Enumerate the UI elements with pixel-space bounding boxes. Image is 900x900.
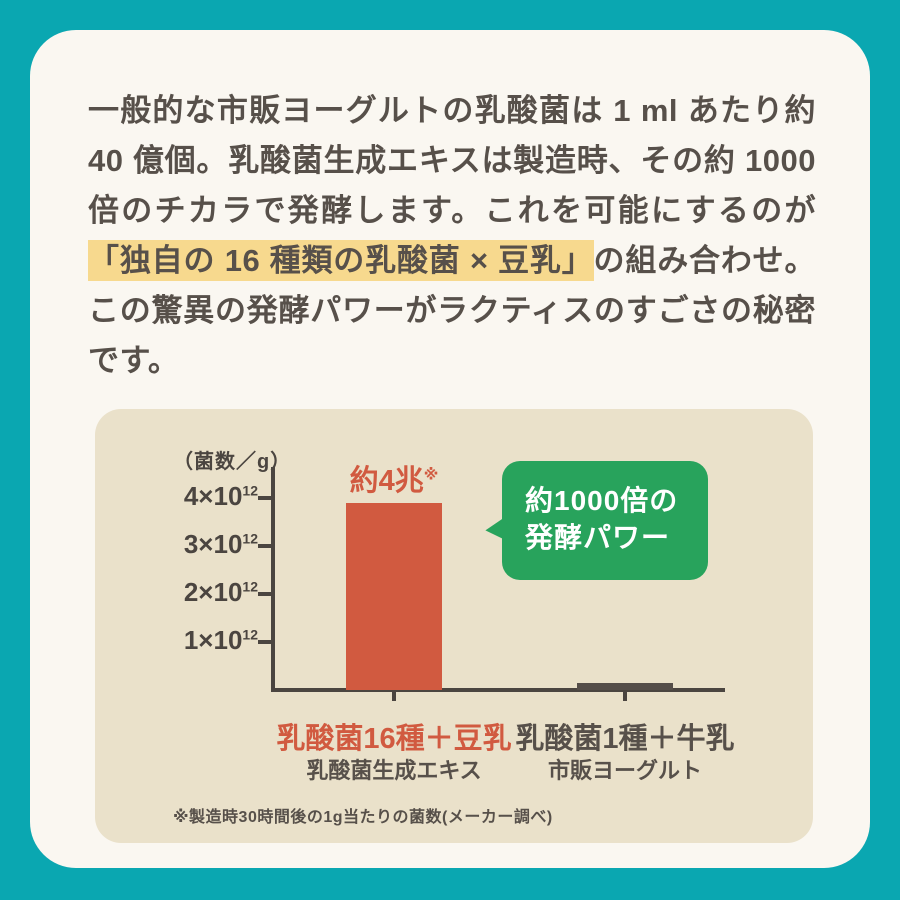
y-tick-label: 2×1012 — [128, 577, 258, 608]
intro-text-after: の組み合わせ。この驚異の発酵パワーがラクティスのすごさの秘密です。 — [88, 243, 816, 378]
y-tick-mark — [258, 592, 271, 596]
y-tick-label: 1×1012 — [128, 625, 258, 656]
x-tick-mark — [623, 690, 627, 701]
y-axis-line — [271, 467, 275, 692]
y-tick-label: 4×1012 — [128, 481, 258, 512]
callout-line-2: 発酵パワー — [525, 522, 671, 553]
y-tick-mark — [258, 496, 271, 500]
x-axis-line — [271, 688, 725, 692]
y-axis-unit-label: （菌数／g） — [173, 451, 292, 473]
content-card: 一般的な市販ヨーグルトの乳酸菌は 1 ml あたり約 40 億個。乳酸菌生成エキ… — [30, 30, 870, 868]
bar-chart: （菌数／g） 約4兆※ 約1000倍の 発酵パワー 乳酸菌16種＋豆乳 乳酸菌1… — [95, 409, 813, 843]
y-tick-mark — [258, 544, 271, 548]
y-tick-exponent: 12 — [242, 530, 258, 547]
callout-bubble-tail — [483, 516, 511, 548]
x-tick-mark — [392, 690, 396, 701]
bar-1 — [577, 683, 673, 690]
chart-footnote: ※製造時30時間後の1g当たりの菌数(メーカー調べ) — [173, 809, 553, 826]
bar-value-label: 約4兆※ — [350, 457, 439, 499]
intro-highlight: 「独自の 16 種類の乳酸菌 × 豆乳」 — [88, 240, 594, 281]
y-tick-base: 2×10 — [183, 577, 243, 607]
y-tick-label: 3×1012 — [128, 529, 258, 560]
y-tick-exponent: 12 — [242, 626, 258, 643]
callout-bubble: 約1000倍の 発酵パワー — [483, 461, 708, 580]
y-tick-mark — [258, 640, 271, 644]
y-tick-base: 1×10 — [183, 625, 243, 655]
category-label-0: 乳酸菌16種＋豆乳 — [276, 723, 512, 755]
bar-0 — [346, 503, 442, 690]
callout-line-1: 約1000倍の — [525, 485, 679, 516]
sub-category-label-0: 乳酸菌生成エキス — [306, 758, 482, 783]
y-tick-base: 4×10 — [183, 481, 243, 511]
y-tick-exponent: 12 — [242, 578, 258, 595]
category-label-1: 乳酸菌1種＋牛乳 — [515, 723, 735, 755]
footnote-marker: ※ — [423, 466, 439, 484]
intro-paragraph: 一般的な市販ヨーグルトの乳酸菌は 1 ml あたり約 40 億個。乳酸菌生成エキ… — [88, 86, 816, 386]
y-tick-exponent: 12 — [242, 482, 258, 499]
sub-category-label-1: 市販ヨーグルト — [547, 758, 703, 783]
bar-value-text: 約4兆 — [349, 465, 424, 497]
chart-panel: （菌数／g） 約4兆※ 約1000倍の 発酵パワー 乳酸菌16種＋豆乳 乳酸菌1… — [95, 409, 813, 843]
intro-text-before: 一般的な市販ヨーグルトの乳酸菌は 1 ml あたり約 40 億個。乳酸菌生成エキ… — [88, 93, 816, 228]
y-tick-base: 3×10 — [183, 529, 243, 559]
